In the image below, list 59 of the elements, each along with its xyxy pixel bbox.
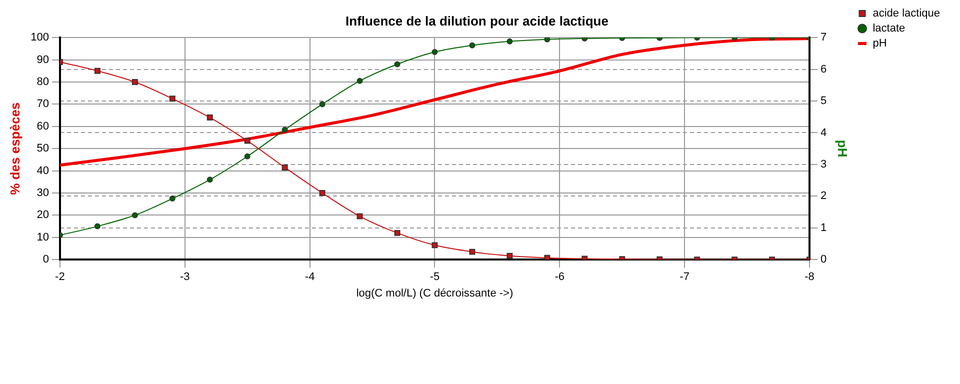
y2-tick-label: 0 <box>820 254 827 266</box>
legend-label: pH <box>872 38 887 50</box>
point <box>544 254 550 260</box>
y-tick-label: 70 <box>36 98 49 110</box>
point <box>132 79 138 85</box>
x-tick-label: -7 <box>680 271 690 284</box>
point <box>282 126 288 133</box>
point <box>432 242 438 248</box>
x-tick-label: -5 <box>430 271 440 284</box>
y-tick-label: 80 <box>36 76 49 88</box>
point <box>169 196 176 202</box>
point <box>394 230 400 236</box>
y-tick-label: 0 <box>42 254 49 266</box>
y2-tick-label: 6 <box>820 63 827 76</box>
y-tick-label: 50 <box>36 142 49 155</box>
point <box>244 153 250 160</box>
legend-label: acide lactique <box>872 8 940 20</box>
point <box>319 101 326 108</box>
point <box>94 223 100 230</box>
y2-tick-label: 2 <box>820 190 827 202</box>
point <box>244 138 250 144</box>
y-tick-label: 40 <box>36 164 49 177</box>
x-axis-title: log(C mol/L) (C décroissante ->) <box>356 287 514 300</box>
x-tick-label: -3 <box>180 271 190 284</box>
point <box>356 213 363 220</box>
point <box>394 61 400 68</box>
y2-tick-label: 3 <box>820 158 827 170</box>
y-axis-title: % des espèces <box>7 102 22 195</box>
point <box>169 96 176 102</box>
x-tick-label: -8 <box>804 271 814 284</box>
chart-title: Influence de la dilution pour acide lactique <box>346 13 608 28</box>
point <box>206 114 213 120</box>
x-tick-label: -4 <box>304 271 315 284</box>
y-tick-label: 60 <box>36 120 49 132</box>
y2-axis-title: pH <box>834 140 850 158</box>
point <box>506 252 513 259</box>
point <box>282 164 288 170</box>
point <box>506 38 513 44</box>
y-tick-label: 20 <box>36 209 49 222</box>
y2-tick-label: 1 <box>820 222 827 234</box>
point <box>356 78 363 84</box>
point <box>432 49 438 56</box>
x-tick-label: -6 <box>554 271 565 284</box>
y-tick-label: 90 <box>36 54 49 66</box>
y-tick-label: 100 <box>30 32 49 44</box>
point <box>132 212 138 218</box>
point <box>94 68 100 74</box>
y2-tick-label: 4 <box>820 126 827 139</box>
x-tick-label: -2 <box>55 271 65 284</box>
y-tick-label: 30 <box>36 187 49 200</box>
point <box>319 190 326 196</box>
y2-tick-label: 7 <box>820 32 827 44</box>
point <box>469 248 476 255</box>
y2-tick-label: 5 <box>820 95 827 108</box>
legend-label: lactate <box>872 22 906 35</box>
y-tick-label: 10 <box>36 231 49 244</box>
point <box>469 42 476 48</box>
point <box>544 38 550 42</box>
point <box>206 176 213 183</box>
